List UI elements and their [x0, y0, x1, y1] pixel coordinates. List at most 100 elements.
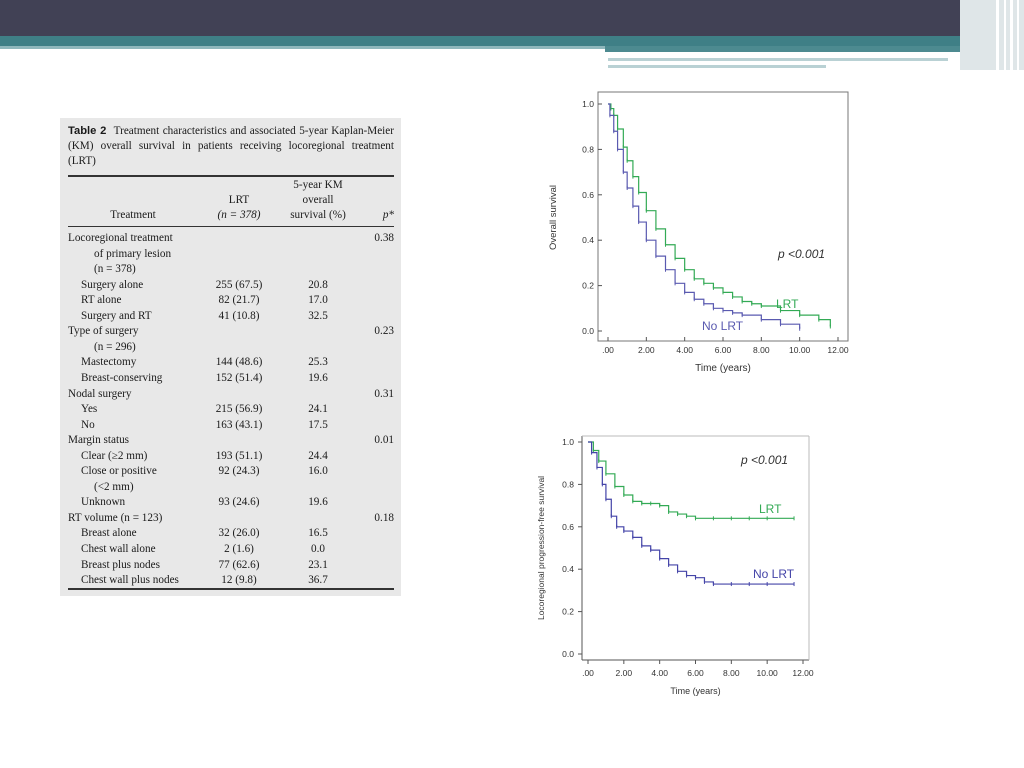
y-axis-label: Locoregional progression-free survival — [536, 476, 546, 620]
x-tick-label: .00 — [582, 668, 594, 678]
table-header-rule — [68, 226, 394, 227]
x-axis-label: Time (years) — [670, 686, 720, 696]
overall-survival-chart: 0.0 0.2 0.4 0.6 0.8 1.0 .00 2.00 4.00 6.00 8.00 10.… — [540, 88, 860, 388]
table-cell-km-survival: 16.5 — [308, 527, 328, 540]
table-cell-km-survival: 17.0 — [308, 294, 328, 307]
table-cell-km-survival: 19.6 — [308, 371, 328, 384]
table-cell-lrt: 215 (56.9) — [215, 403, 263, 416]
table-cell-km-survival: 24.1 — [308, 403, 328, 416]
table-cell-lrt: 12 (9.8) — [221, 574, 257, 587]
y-axis-label: Overall survival — [548, 185, 559, 250]
table-row-label: No — [81, 418, 95, 431]
table-cell-km-survival: 17.5 — [308, 418, 328, 431]
x-tick-label: 8.00 — [753, 345, 770, 355]
corner-stripe — [1004, 0, 1006, 70]
x-tick-label: 4.00 — [651, 668, 668, 678]
table-row-label: Close or positive — [81, 465, 157, 478]
series-label-no-lrt: No LRT — [753, 567, 795, 581]
table-cell-lrt: 193 (51.1) — [215, 449, 263, 462]
table-row-label: Locoregional treatment — [68, 232, 173, 244]
table-cell-lrt: 77 (62.6) — [218, 558, 260, 571]
header-lrt-line2: (n = 378) — [217, 209, 261, 221]
table-row-label: RT alone — [81, 294, 122, 307]
table-row-label: of primary lesion — [94, 247, 172, 260]
table-cell-km-survival: 32.5 — [308, 309, 328, 322]
table-cell-km-survival: 24.4 — [308, 449, 328, 462]
y-tick-label: 0.2 — [562, 607, 574, 617]
x-tick-label: 12.00 — [792, 668, 814, 678]
table-cell-km-survival: 23.1 — [308, 558, 328, 571]
table-cell-km-survival: 36.7 — [308, 574, 328, 587]
header-km-line2: overall — [302, 194, 334, 206]
table-cell-km-survival: 25.3 — [308, 356, 328, 369]
header-km-line1: 5-year KM — [293, 179, 343, 191]
table-row-label: Type of surgery — [68, 325, 139, 338]
corner-stripe — [1017, 0, 1019, 70]
x-tick-label: 6.00 — [715, 345, 732, 355]
table-row-label: Breast alone — [81, 527, 137, 540]
x-tick-label: 8.00 — [723, 668, 740, 678]
y-tick-label: 0.0 — [562, 649, 574, 659]
table-cell-p-value: 0.23 — [374, 325, 394, 338]
p-value-annotation: p <0.001 — [777, 247, 825, 261]
table-row-label: Chest wall plus nodes — [81, 574, 179, 587]
table-row-label: Margin status — [68, 434, 130, 447]
header-accent-line — [0, 46, 605, 49]
table-cell-lrt: 144 (48.6) — [215, 356, 263, 369]
table-row-label: Mastectomy — [81, 356, 137, 369]
header-km-line3: survival (%) — [290, 209, 346, 221]
header-accent-band — [0, 36, 1024, 46]
table-cell-p-value: 0.01 — [374, 434, 394, 447]
table-cell-km-survival: 16.0 — [308, 465, 328, 478]
x-axis-label: Time (years) — [695, 363, 751, 374]
x-tick-label: .00 — [602, 345, 614, 355]
series-label-lrt: LRT — [759, 502, 782, 516]
table-row-label: Unknown — [81, 496, 126, 509]
table-row-label: Yes — [81, 403, 98, 416]
table-row-label: Nodal surgery — [68, 387, 132, 400]
corner-stripe — [1010, 0, 1013, 70]
table-row-label: Chest wall alone — [81, 543, 156, 555]
header-p: p* — [382, 209, 394, 221]
table-caption-text: Treatment characteristics and associated… — [68, 125, 394, 167]
table-top-rule — [68, 175, 394, 177]
x-tick-label: 2.00 — [616, 668, 633, 678]
y-tick-label: 0.6 — [562, 522, 574, 532]
y-tick-label: 0.4 — [582, 235, 594, 245]
series-label-lrt: LRT — [776, 297, 799, 311]
y-tick-label: 0.6 — [582, 190, 594, 200]
header-accent-line — [608, 58, 948, 61]
table-cell-lrt: 152 (51.4) — [215, 371, 263, 384]
y-tick-label: 1.0 — [562, 437, 574, 447]
table-row-label: RT volume (n = 123) — [68, 511, 163, 524]
y-tick-label: 0.8 — [562, 479, 574, 489]
table-cell-km-survival: 19.6 — [308, 496, 328, 509]
x-tick-label: 10.00 — [789, 345, 811, 355]
series-line-lrt — [608, 103, 831, 327]
table-cell-p-value: 0.38 — [374, 232, 394, 244]
table-cell-km-survival: 0.0 — [311, 543, 325, 555]
table-cell-p-value: 0.31 — [374, 387, 394, 400]
table-cell-lrt: 41 (10.8) — [218, 309, 260, 322]
table-label: Table 2 — [68, 125, 107, 137]
table-row-label: Surgery and RT — [81, 309, 152, 322]
table-row-label: Surgery alone — [81, 278, 144, 291]
y-tick-label: 0.2 — [582, 281, 594, 291]
table-cell-lrt: 92 (24.3) — [218, 465, 260, 478]
x-tick-label: 10.00 — [757, 668, 779, 678]
plot-frame — [597, 91, 849, 342]
table-bottom-rule — [68, 588, 394, 590]
series-label-no-lrt: No LRT — [702, 319, 744, 333]
header-accent-line — [608, 65, 826, 68]
table-row-label: (<2 mm) — [94, 480, 134, 493]
table-row-label: Breast-conserving — [81, 371, 163, 384]
table-cell-lrt: 2 (1.6) — [224, 543, 254, 555]
table-cell-lrt: 93 (24.6) — [218, 496, 260, 509]
table-cell-km-survival: 20.8 — [308, 278, 328, 291]
x-tick-label: 4.00 — [676, 345, 693, 355]
progression-free-survival-chart: 0.0 0.2 0.4 0.6 0.8 1.0 .00 2.00 4.00 6.00 8.00 10.… — [533, 431, 823, 706]
header-accent-band-right — [605, 46, 1024, 52]
y-tick-label: 0.4 — [562, 564, 574, 574]
corner-stripe — [996, 0, 999, 70]
overall-survival-plot: 0.0 0.2 0.4 0.6 0.8 1.0 .00 2.00 4.00 6.00 8.00 10.… — [548, 91, 849, 374]
